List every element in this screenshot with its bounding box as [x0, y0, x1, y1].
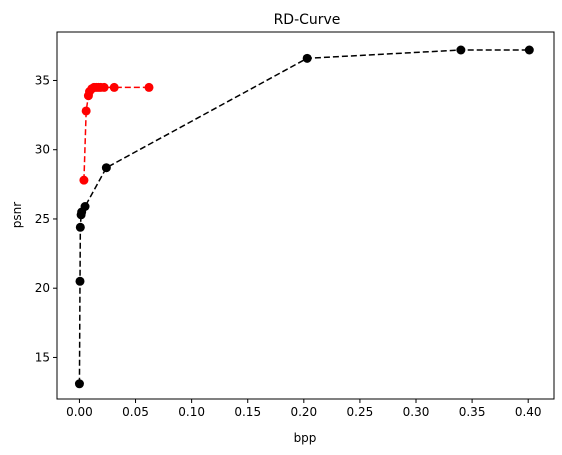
y-tick-label: 15 [35, 350, 50, 364]
data-point [101, 163, 111, 173]
data-point [99, 82, 109, 92]
x-tick-label: 0.20 [290, 405, 317, 419]
y-axis: 15 20 25 30 35 [35, 73, 57, 364]
data-point [302, 53, 312, 63]
data-point [144, 82, 154, 92]
x-axis-label: bpp [294, 431, 317, 445]
x-tick-label: 0.25 [347, 405, 374, 419]
y-tick-label: 20 [35, 281, 50, 295]
data-point [80, 201, 90, 211]
series-2 [79, 82, 154, 185]
chart-title: RD-Curve [274, 12, 341, 28]
x-tick-label: 0.05 [122, 405, 149, 419]
data-point [79, 175, 89, 185]
series-line [83, 86, 149, 181]
data-point [75, 276, 85, 286]
data-point [75, 222, 85, 232]
x-tick-label: 0.35 [459, 405, 486, 419]
series-1 [74, 45, 534, 389]
data-point [81, 106, 91, 116]
x-tick-label: 0.40 [515, 405, 542, 419]
y-axis-label: psnr [10, 202, 24, 228]
x-tick-label: 0.30 [403, 405, 430, 419]
y-tick-label: 35 [35, 73, 50, 87]
data-point [109, 82, 119, 92]
y-tick-label: 25 [35, 212, 50, 226]
data-point [524, 45, 534, 55]
x-tick-label: 0.10 [178, 405, 205, 419]
plot-area-frame [56, 31, 555, 400]
data-point [74, 379, 84, 389]
x-tick-label: 0.00 [66, 405, 93, 419]
series-layer [74, 45, 534, 389]
y-tick-label: 30 [35, 143, 50, 157]
x-axis: 0.00 0.05 0.10 0.15 0.20 0.25 0.30 0.35 0.40 [66, 399, 542, 419]
series-line [78, 49, 530, 384]
x-tick-label: 0.15 [234, 405, 261, 419]
data-point [456, 45, 466, 55]
